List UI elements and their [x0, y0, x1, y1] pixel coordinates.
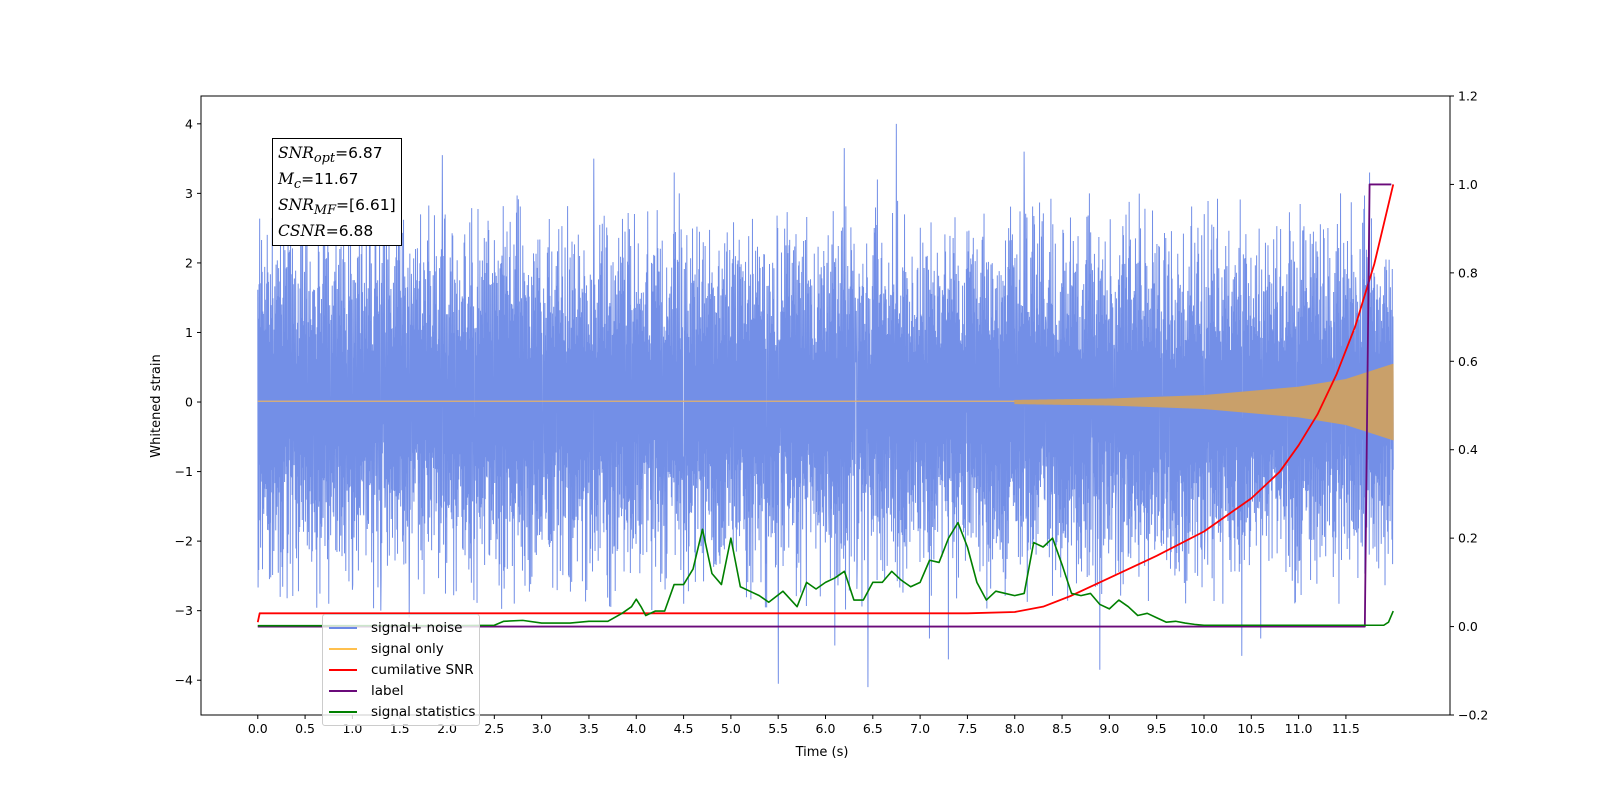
y2-tick-label: 1.2 [1458, 89, 1478, 104]
cumulative-snr-line [256, 184, 1395, 623]
signal-statistics-series [257, 521, 1394, 627]
label-series [257, 183, 1392, 628]
legend-swatch [329, 626, 357, 629]
legend-item-signal-only: signal only [323, 638, 479, 659]
legend-swatch [329, 668, 357, 671]
legend-item-label: label [323, 680, 479, 701]
x-tick-label: 10.0 [1190, 721, 1218, 736]
x-tick-label: 3.5 [579, 721, 599, 736]
signal-only-series [257, 363, 1394, 441]
legend-item-signal-noise: signal+ noise [323, 617, 479, 638]
x-tick-label: 2.5 [484, 721, 504, 736]
x-tick-label: 10.5 [1237, 721, 1265, 736]
y2-tick-label: −0.2 [1458, 708, 1488, 723]
legend: signal+ noise signal only cumilative SNR… [322, 614, 480, 726]
y-tick-label: 4 [185, 116, 193, 131]
csnr-annotation: CSNR=6.88 [278, 222, 374, 241]
snr-annotation-box: SNRopt=6.87 Mc=11.67 SNRMF=[6.61] CSNR=6… [272, 138, 402, 247]
y-tick-label: 1 [185, 325, 193, 340]
y-axis-right: 1.2 1.0 0.8 0.6 0.4 0.2 0.0 −0.2 [1450, 89, 1488, 723]
legend-item-cumulative-snr: cumilative SNR [323, 659, 479, 680]
x-tick-label: 5.0 [721, 721, 741, 736]
x-tick-label: 9.0 [1099, 721, 1119, 736]
x-tick-label: 5.5 [768, 721, 788, 736]
chirp-mass-annotation: Mc=11.67 [278, 170, 359, 193]
y2-tick-label: 1.0 [1458, 177, 1478, 192]
x-tick-label: 7.0 [910, 721, 930, 736]
x-tick-label: 4.0 [626, 721, 646, 736]
y2-tick-label: 0.4 [1458, 442, 1478, 457]
x-tick-label: 11.5 [1332, 721, 1360, 736]
signal-plus-noise-line [257, 123, 1394, 688]
x-tick-label: 0.5 [295, 721, 315, 736]
y-tick-label: −3 [175, 603, 193, 618]
y-tick-label: 0 [185, 395, 193, 410]
x-tick-label: 4.5 [674, 721, 694, 736]
signal-plus-noise-series [257, 123, 1394, 688]
snr-mf-annotation: SNRMF=[6.61] [278, 196, 396, 219]
y2-tick-label: 0.6 [1458, 354, 1478, 369]
signal-only-baseline [257, 400, 1394, 402]
y2-tick-label: 0.2 [1458, 531, 1478, 546]
x-tick-label: 8.0 [1005, 721, 1025, 736]
x-tick-label: 3.0 [532, 721, 552, 736]
x-tick-label: 9.5 [1147, 721, 1167, 736]
x-axis: 0.0 0.5 1.0 1.5 2.0 2.5 3.0 3.5 4.0 4.5 5.0 5.5 6.0 6… [248, 715, 1360, 736]
signal-only-line [1014, 363, 1394, 441]
x-tick-label: 7.5 [957, 721, 977, 736]
legend-swatch [329, 689, 357, 692]
x-tick-label: 11.0 [1285, 721, 1313, 736]
y-tick-label: −2 [175, 534, 193, 549]
x-axis-label: Time (s) [795, 745, 849, 760]
y-tick-label: −1 [175, 464, 193, 479]
y2-tick-label: 0.0 [1458, 619, 1478, 634]
y-tick-label: −4 [175, 673, 193, 688]
legend-swatch [329, 710, 357, 713]
y-axis-left: 4 3 2 1 0 −1 −2 −3 −4 [175, 116, 201, 688]
cumulative-snr-series [256, 184, 1395, 623]
y-axis-label: Whitened strain [149, 354, 164, 457]
legend-swatch [329, 647, 357, 650]
y2-tick-label: 0.8 [1458, 265, 1478, 280]
x-tick-label: 0.0 [248, 721, 268, 736]
signal-statistics-line [257, 521, 1394, 627]
label-line [257, 183, 1392, 628]
x-tick-label: 6.0 [816, 721, 836, 736]
legend-item-signal-statistics: signal statistics [323, 701, 479, 722]
y-tick-label: 3 [185, 186, 193, 201]
x-tick-label: 6.5 [863, 721, 883, 736]
snr-opt-annotation: SNRopt=6.87 [278, 144, 383, 167]
y-tick-label: 2 [185, 255, 193, 270]
plot-area [256, 123, 1395, 688]
x-tick-label: 8.5 [1052, 721, 1072, 736]
